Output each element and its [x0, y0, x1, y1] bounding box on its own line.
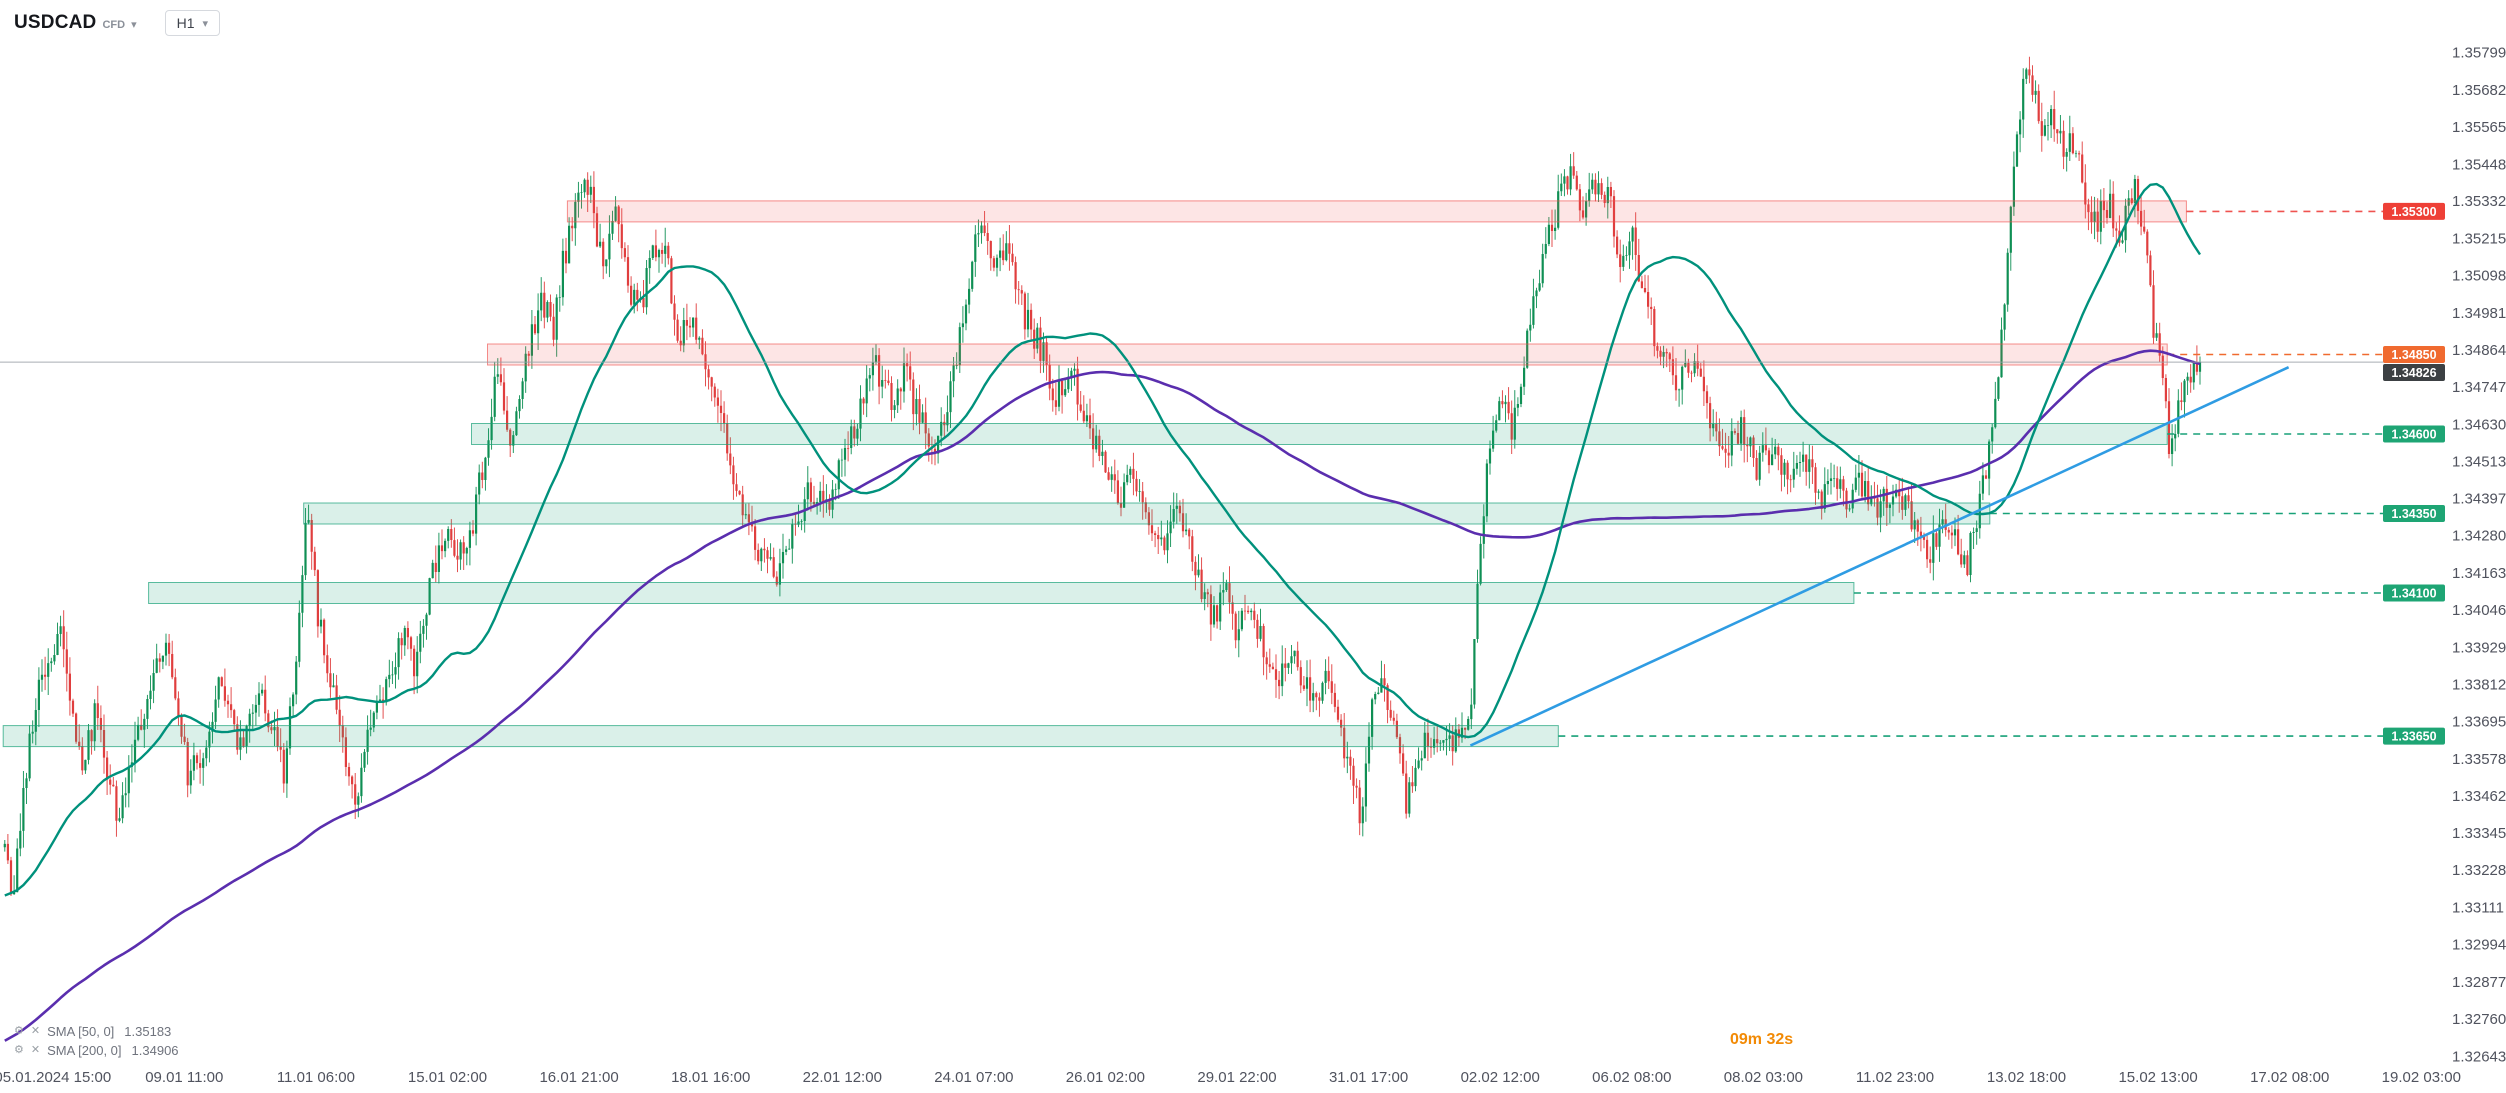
- price-axis-label: 1.34163: [2452, 565, 2506, 582]
- moving-averages[interactable]: [4, 182, 2202, 1042]
- price-axis-label: 1.35799: [2452, 45, 2506, 62]
- time-axis-label: 18.01 16:00: [671, 1069, 750, 1086]
- time-axis-label: 06.02 08:00: [1592, 1069, 1671, 1086]
- zone-1.34600[interactable]: [471, 423, 2168, 445]
- price-axis-label: 1.34513: [2452, 454, 2506, 471]
- time-axis-label: 19.02 03:00: [2382, 1069, 2461, 1086]
- price-axis-label: 1.34046: [2452, 602, 2506, 619]
- indicator-name: SMA [200, 0]: [47, 1043, 122, 1058]
- price-level-chip-text: 1.34100: [2391, 587, 2436, 601]
- price-level-chip-text: 1.35300: [2391, 205, 2436, 219]
- time-axis-label: 09.01 11:00: [145, 1069, 223, 1086]
- indicator-row-sma200: ⚙ ✕ SMA [200, 0] 1.34906: [14, 1041, 179, 1060]
- time-axis-label: 13.02 18:00: [1987, 1069, 2066, 1086]
- indicator-value: 1.34906: [131, 1043, 179, 1058]
- price-axis-label: 1.32643: [2452, 1048, 2506, 1065]
- price-axis-label: 1.35448: [2452, 156, 2506, 173]
- zone-1.35300[interactable]: [566, 200, 2187, 223]
- symbol-name: USDCAD: [14, 12, 97, 33]
- price-level-chip-text: 1.34826: [2391, 366, 2436, 380]
- price-axis-label: 1.33462: [2452, 788, 2506, 805]
- price-axis-label: 1.33812: [2452, 677, 2506, 694]
- indicator-close-icon[interactable]: ✕: [30, 1044, 41, 1056]
- time-axis-label: 02.02 12:00: [1461, 1069, 1540, 1086]
- zone-1.34100[interactable]: [148, 582, 1855, 604]
- time-axis-label: 11.01 06:00: [277, 1069, 355, 1086]
- bar-close-countdown: 09m 32s: [1730, 1031, 1794, 1048]
- price-axis-label: 1.33578: [2452, 751, 2506, 768]
- zone-1.34350[interactable]: [303, 502, 1991, 525]
- time-axis-label: 11.02 23:00: [1856, 1069, 1934, 1086]
- price-level-chip: [2383, 425, 2445, 443]
- price-level-chip: [2383, 346, 2445, 363]
- sma-50-line[interactable]: [4, 182, 2202, 897]
- support-resistance-zones[interactable]: [2, 200, 2444, 748]
- price-axis-label: 1.34747: [2452, 379, 2506, 396]
- price-level-chip: [2383, 505, 2445, 522]
- price-level-chip: [2383, 364, 2445, 381]
- price-level-chip: [2383, 727, 2445, 745]
- price-axis-label: 1.33111: [2452, 900, 2504, 917]
- timeframe-selector[interactable]: H1 ▾: [164, 10, 221, 36]
- price-level-labels: 1.35300 1.34850 1.34600 1.34350 1.34100 1.336…: [2383, 202, 2445, 745]
- time-axis-label: 15.01 02:00: [408, 1069, 487, 1086]
- price-level-chip: [2383, 584, 2445, 602]
- price-axis-label: 1.34630: [2452, 416, 2506, 433]
- indicator-name: SMA [50, 0]: [47, 1024, 115, 1039]
- time-axis-label: 05.01.2024 15:00: [0, 1069, 111, 1086]
- zone-1.33650[interactable]: [2, 725, 1559, 748]
- sma-200-line[interactable]: [4, 349, 2201, 1042]
- price-axis-label: 1.33228: [2452, 862, 2506, 879]
- chart-header: USDCAD CFD ▾ H1 ▾: [14, 10, 221, 36]
- price-axis-label: 1.34397: [2452, 491, 2506, 508]
- market-type-label: CFD: [102, 19, 126, 31]
- time-axis-label: 08.02 03:00: [1724, 1069, 1803, 1086]
- price-axis-label: 1.33695: [2452, 714, 2506, 731]
- price-axis-label: 1.34280: [2452, 528, 2506, 545]
- indicator-settings-icon[interactable]: ⚙: [14, 1025, 24, 1037]
- timeframe-label: H1: [176, 15, 195, 31]
- indicator-legend: ⚙ ✕ SMA [50, 0] 1.35183 ⚙ ✕ SMA [200, 0]…: [14, 1022, 179, 1060]
- time-axis-label: 29.01 22:00: [1197, 1069, 1276, 1086]
- price-level-chip-text: 1.33650: [2391, 730, 2436, 744]
- time-axis-label: 17.02 08:00: [2250, 1069, 2329, 1086]
- price-axis-label: 1.35215: [2452, 230, 2506, 247]
- indicator-settings-icon[interactable]: ⚙: [14, 1044, 24, 1056]
- price-level-chip-text: 1.34850: [2391, 348, 2436, 362]
- price-axis-label: 1.33345: [2452, 825, 2506, 842]
- price-axis[interactable]: 1.35799 1.35682 1.35565 1.35448 1.35332 1.352…: [2452, 45, 2506, 1066]
- indicator-row-sma50: ⚙ ✕ SMA [50, 0] 1.35183: [14, 1022, 179, 1041]
- time-axis-label: 15.02 13:00: [2118, 1069, 2197, 1086]
- symbol-selector[interactable]: USDCAD CFD ▾: [14, 12, 137, 34]
- price-level-chip-text: 1.34350: [2391, 507, 2436, 521]
- price-level-chip: [2383, 202, 2445, 220]
- candles-layer: [3, 56, 2202, 896]
- time-axis-label: 22.01 12:00: [803, 1069, 882, 1086]
- time-axis-label: 16.01 21:00: [539, 1069, 618, 1086]
- chevron-down-icon: ▾: [131, 19, 137, 31]
- price-axis-label: 1.33929: [2452, 639, 2506, 656]
- price-axis-label: 1.34981: [2452, 305, 2506, 322]
- price-axis-label: 1.32760: [2452, 1011, 2506, 1028]
- price-axis-label: 1.35682: [2452, 82, 2506, 99]
- price-axis-label: 1.35332: [2452, 193, 2506, 210]
- price-axis-label: 1.35565: [2452, 119, 2506, 136]
- chevron-down-icon: ▾: [202, 17, 209, 30]
- price-level-chip-text: 1.34600: [2391, 428, 2436, 442]
- time-axis-label: 31.01 17:00: [1329, 1069, 1408, 1086]
- indicator-value: 1.35183: [124, 1024, 172, 1039]
- price-axis-label: 1.35098: [2452, 268, 2506, 285]
- ascending-trendline[interactable]: [1469, 366, 2290, 747]
- time-axis-label: 26.01 02:00: [1066, 1069, 1145, 1086]
- price-axis-label: 1.32994: [2452, 937, 2506, 954]
- price-axis-label: 1.34864: [2452, 342, 2506, 359]
- time-axis[interactable]: 05.01.2024 15:00 09.01 11:00 11.01 06:00 15…: [0, 1069, 2461, 1086]
- indicator-close-icon[interactable]: ✕: [30, 1025, 41, 1037]
- time-axis-label: 24.01 07:00: [934, 1069, 1013, 1086]
- price-axis-label: 1.32877: [2452, 974, 2506, 991]
